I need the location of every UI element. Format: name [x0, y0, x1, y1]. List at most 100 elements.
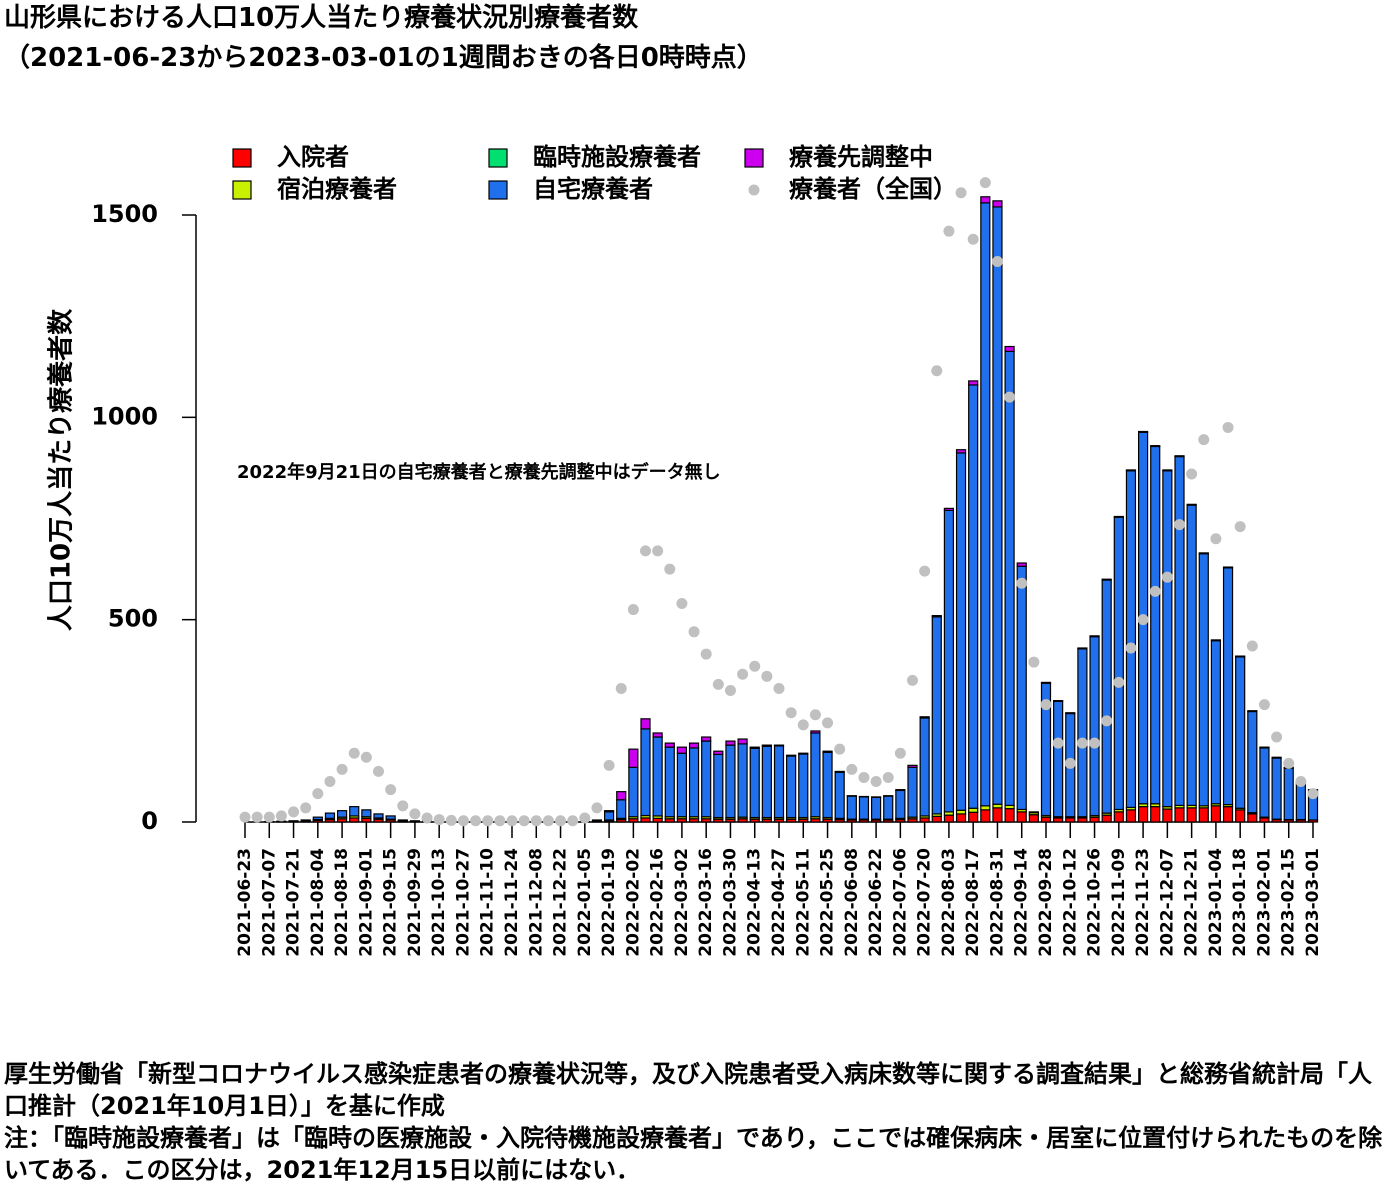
point	[421, 812, 433, 824]
bar-segment	[349, 806, 360, 817]
x-tick-label: 2021-11-24	[502, 848, 522, 957]
point	[1271, 731, 1283, 743]
bar-segment	[1016, 562, 1027, 567]
bar-segment	[895, 789, 906, 819]
point	[846, 763, 858, 775]
point	[1210, 533, 1222, 545]
bar-segment	[1259, 747, 1270, 818]
point	[579, 812, 591, 824]
bar-segment	[749, 747, 760, 819]
point	[348, 747, 360, 759]
point	[858, 771, 870, 783]
bar-segment	[761, 745, 772, 819]
point	[1149, 585, 1161, 597]
legend-label: 入院者	[277, 143, 349, 171]
note: 注：「臨時施設療養者」は「臨時の医療施設・入院待機施設療養者」であり，ここでは確…	[4, 1124, 1383, 1184]
bar-segment	[749, 746, 760, 749]
point	[567, 815, 579, 827]
point	[591, 802, 603, 814]
bar-segment	[591, 819, 603, 822]
point	[712, 678, 724, 690]
bar-segment	[786, 755, 797, 819]
bar-segment	[1271, 757, 1282, 820]
bar-segment	[1210, 639, 1222, 642]
bar-segment	[713, 750, 724, 756]
bar-segment	[1065, 712, 1076, 715]
bar-segment	[1198, 807, 1209, 823]
bar-segment	[968, 811, 979, 823]
y-axis-label: 人口10万人当たり療養者数	[47, 308, 77, 631]
bar-segment	[943, 814, 955, 823]
bar-segment	[349, 817, 360, 823]
bar-segment	[688, 742, 700, 749]
bar-segment	[1077, 647, 1088, 650]
point	[409, 808, 421, 820]
bar-segment	[628, 766, 639, 818]
point	[834, 743, 846, 755]
x-tick-label: 2022-10-26	[1085, 848, 1105, 957]
x-tick-label: 2022-03-30	[720, 848, 740, 957]
bar-segment	[955, 452, 967, 811]
bar-segment	[640, 817, 651, 823]
bar-segment	[1150, 445, 1161, 805]
bar-segment	[980, 202, 991, 807]
bar-segment	[1150, 445, 1161, 448]
bar-segment	[1198, 552, 1209, 555]
point	[931, 365, 943, 377]
point	[1125, 642, 1137, 654]
bar-segment	[701, 736, 712, 742]
x-tick-label: 2022-04-27	[769, 848, 789, 957]
x-tick-label: 2023-01-04	[1206, 848, 1226, 957]
point	[324, 776, 336, 788]
bar-segment	[373, 813, 384, 819]
bar-segment	[1247, 710, 1258, 814]
bar-segment	[640, 718, 651, 730]
legend-label: 自宅療養者	[533, 175, 653, 203]
bar-segment	[943, 509, 955, 813]
point	[676, 597, 688, 609]
bar-segment	[931, 616, 942, 815]
bar-segment	[773, 745, 785, 819]
bar-segment	[1065, 817, 1076, 823]
bar-segment	[664, 742, 675, 748]
point	[919, 565, 931, 577]
bar-segment	[616, 799, 627, 819]
x-tick-label: 2022-08-03	[939, 848, 959, 957]
bar-segment	[288, 820, 299, 823]
bar-segment	[1259, 817, 1270, 823]
legend-label: 療養先調整中	[789, 143, 933, 171]
bar-segment	[737, 743, 748, 818]
bar-segment	[1210, 805, 1222, 823]
point	[1137, 614, 1149, 626]
bar-segment	[1137, 430, 1149, 433]
bar-segment	[713, 753, 724, 819]
bar-segment	[603, 811, 615, 821]
bar-segment	[1040, 816, 1052, 823]
point	[397, 800, 409, 812]
bar-segment	[664, 746, 675, 818]
bar-segment	[324, 812, 336, 819]
bar-segment	[312, 816, 323, 821]
x-tick-label: 2022-03-16	[696, 848, 716, 957]
bar-segment	[616, 791, 627, 801]
point	[1283, 757, 1295, 769]
point	[1222, 421, 1234, 433]
bar-segment	[361, 809, 372, 818]
bar-segment	[931, 615, 942, 618]
bar-segment	[992, 206, 1003, 805]
point	[761, 670, 773, 682]
notes: 厚生労働省「新型コロナウイルス感染症患者の療養状況等，及び入院患者受入病床数等に…	[4, 1058, 1394, 1186]
bar-segment	[846, 795, 857, 820]
point	[494, 815, 506, 827]
point	[664, 563, 676, 575]
x-tick-label: 2021-07-21	[284, 848, 304, 957]
x-tick-label: 2021-11-10	[478, 848, 498, 957]
point	[785, 707, 797, 719]
bar-segment	[336, 810, 348, 818]
bar-segment	[980, 809, 991, 823]
bar-segment	[1186, 504, 1197, 807]
x-tick-label: 2022-08-17	[963, 848, 983, 957]
x-tick-label: 2021-09-29	[405, 848, 425, 957]
point	[312, 788, 324, 800]
x-tick-label: 2021-10-27	[453, 848, 473, 957]
